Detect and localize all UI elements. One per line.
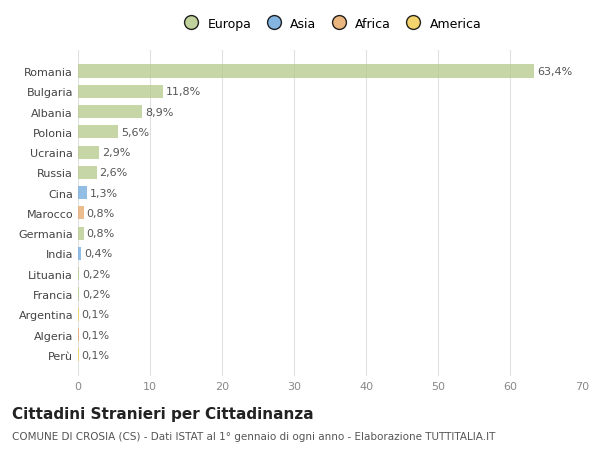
Bar [78, 167, 97, 179]
Text: 0,2%: 0,2% [82, 289, 110, 299]
Text: COMUNE DI CROSIA (CS) - Dati ISTAT al 1° gennaio di ogni anno - Elaborazione TUT: COMUNE DI CROSIA (CS) - Dati ISTAT al 1°… [12, 431, 496, 442]
Text: 1,3%: 1,3% [90, 188, 118, 198]
Text: 0,8%: 0,8% [86, 208, 115, 218]
Bar [78, 106, 142, 119]
Text: 2,6%: 2,6% [100, 168, 128, 178]
Bar [78, 268, 79, 280]
Bar [78, 308, 79, 321]
Bar [78, 328, 79, 341]
Text: Cittadini Stranieri per Cittadinanza: Cittadini Stranieri per Cittadinanza [12, 406, 314, 421]
Text: 11,8%: 11,8% [166, 87, 201, 97]
Legend: Europa, Asia, Africa, America: Europa, Asia, Africa, America [179, 17, 481, 31]
Bar [78, 207, 84, 220]
Bar [78, 85, 163, 99]
Bar [78, 247, 81, 260]
Text: 5,6%: 5,6% [121, 128, 149, 138]
Text: 0,1%: 0,1% [82, 330, 110, 340]
Bar [78, 126, 118, 139]
Bar [78, 227, 84, 240]
Text: 0,4%: 0,4% [84, 249, 112, 259]
Text: 2,9%: 2,9% [102, 148, 130, 158]
Bar [78, 348, 79, 362]
Text: 63,4%: 63,4% [538, 67, 572, 77]
Text: 0,1%: 0,1% [82, 350, 110, 360]
Text: 8,9%: 8,9% [145, 107, 173, 118]
Bar [78, 187, 88, 200]
Bar [78, 288, 79, 301]
Text: 0,2%: 0,2% [82, 269, 110, 279]
Bar [78, 65, 535, 78]
Text: 0,1%: 0,1% [82, 309, 110, 319]
Text: 0,8%: 0,8% [86, 229, 115, 239]
Bar [78, 146, 99, 159]
